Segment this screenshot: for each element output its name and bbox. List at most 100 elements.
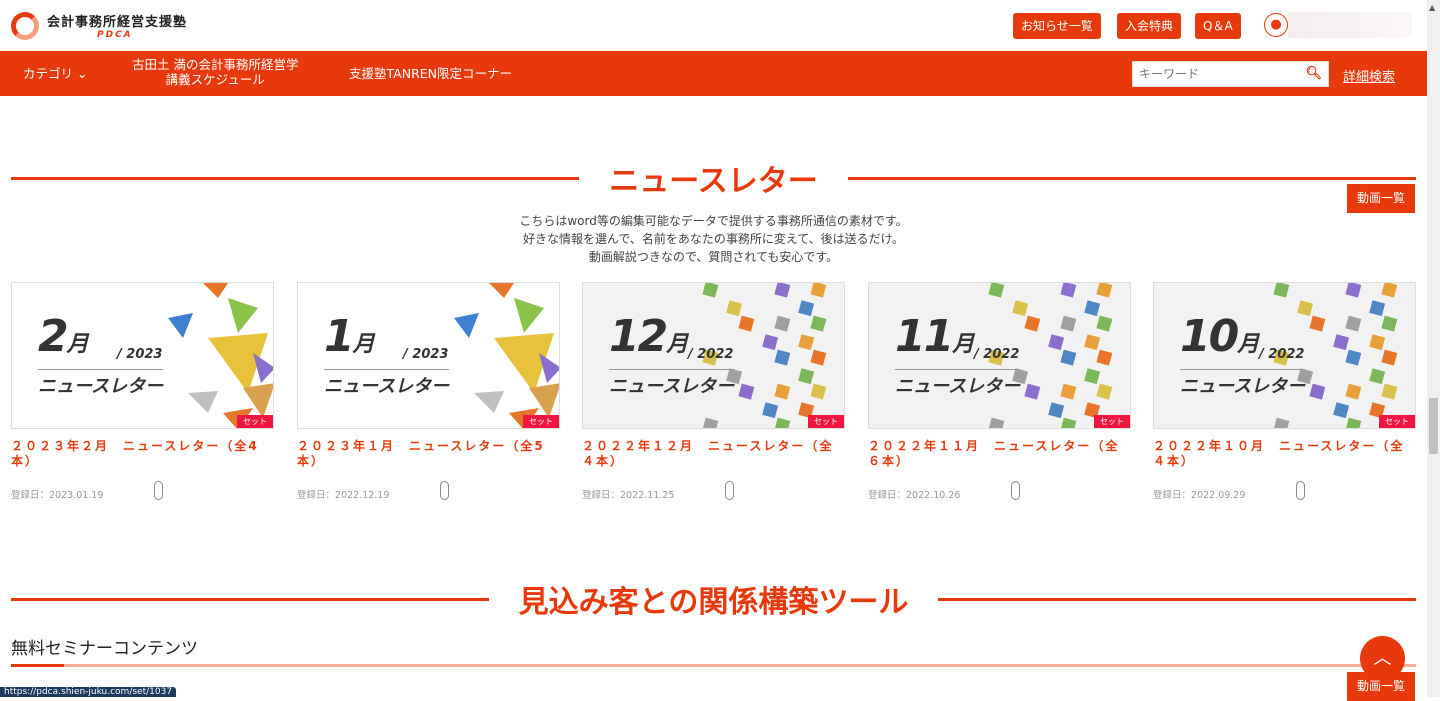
decor-shape	[726, 368, 743, 385]
card-title[interactable]: ２０２３年２月 ニュースレター（全4本）	[11, 439, 259, 468]
user-icon[interactable]: ●	[1264, 13, 1288, 37]
decor-shape	[774, 315, 791, 332]
search-icon[interactable]: 🔍︎	[1305, 66, 1322, 81]
newsletter-card[interactable]: 1月 / 2023 ニュースレター セット ２０２３年１月 ニュースレター（全5…	[297, 282, 560, 501]
thumb-month-number: 2	[38, 311, 69, 362]
nav-category[interactable]: カテゴリ ⌄	[23, 66, 87, 81]
decor-shape	[810, 349, 827, 366]
decor-shape	[1333, 334, 1350, 351]
decor-shape	[1309, 383, 1326, 400]
thumb-label: ニュースレター	[895, 369, 1021, 398]
thumb-year-value: 2023	[412, 347, 449, 362]
newsletter-description: こちらはword等の編集可能なデータで提供する事務所通信の素材です。 好きな情報…	[0, 212, 1427, 266]
thumb-month-number: 12	[609, 311, 668, 362]
decor-shape	[1345, 417, 1362, 428]
newsletter-card[interactable]: 11月 / 2022 ニュースレター セット ２０２２年１１月 ニュースレター（…	[868, 282, 1131, 501]
decor-shape	[1084, 334, 1101, 351]
card-title[interactable]: ２０２２年１１月 ニュースレター（全６本）	[868, 439, 1120, 468]
card-title[interactable]: ２０２３年１月 ニュースレター（全5本）	[297, 439, 545, 468]
decor-shape	[1024, 383, 1041, 400]
thumb-month: 10月	[1180, 311, 1259, 362]
paperclip-icon	[725, 481, 734, 500]
thumb-year: / 2022	[974, 347, 1020, 362]
thumb-month-suffix: 月	[952, 332, 974, 357]
decor-shape	[1048, 402, 1065, 419]
decor-shape	[1309, 315, 1326, 332]
scroll-up-icon[interactable]: ▲	[1429, 3, 1436, 12]
newsletter-video-list-button[interactable]: 動画一覧	[1347, 184, 1416, 213]
logo-title: 会計事務所経営支援塾	[47, 15, 188, 30]
nav-category-label: カテゴリ	[23, 66, 74, 81]
desc-line: 好きな情報を選んで、名前をあなたの事務所に変えて、後は送るだけ。	[522, 232, 905, 246]
scrollbar-thumb[interactable]	[1429, 398, 1438, 454]
newsletter-card[interactable]: 12月 / 2022 ニュースレター セット ２０２２年１２月 ニュースレター（…	[582, 282, 845, 501]
decor-shape	[1060, 417, 1077, 428]
paperclip-icon	[1011, 481, 1020, 500]
decor-shape	[702, 283, 719, 298]
decor-shape	[1369, 334, 1386, 351]
decor-shape	[1381, 315, 1398, 332]
main-nav: カテゴリ ⌄ 古田土 満の会計事務所経営学 講義スケジュール 支援塾TANREN限…	[0, 51, 1427, 96]
card-title[interactable]: ２０２２年１２月 ニュースレター（全４本）	[582, 439, 834, 468]
membership-benefits-button[interactable]: 入会特典	[1117, 13, 1182, 39]
newsletter-thumbnail[interactable]: 1月 / 2023 ニュースレター セット	[297, 282, 560, 429]
decor-shape	[702, 349, 719, 366]
thumbnail-art	[1273, 283, 1398, 428]
news-list-button[interactable]: お知らせ一覧	[1013, 13, 1101, 39]
decor-shape	[1084, 300, 1101, 317]
decor-shape	[1369, 402, 1386, 419]
newsletter-thumbnail[interactable]: 12月 / 2022 ニュースレター セット	[582, 282, 845, 429]
thumb-year-value: 2022	[1268, 347, 1305, 362]
set-badge: セット	[523, 415, 559, 428]
decor-shape	[1060, 315, 1077, 332]
thumb-month-suffix: 月	[1237, 332, 1259, 357]
tools-video-list-button[interactable]: 動画一覧	[1347, 672, 1416, 701]
tools-heading: 見込み客との関係構築ツール	[11, 577, 1417, 621]
decor-shape	[1381, 349, 1398, 366]
decor-shape	[798, 402, 815, 419]
search-input[interactable]	[1133, 62, 1303, 86]
newsletter-card[interactable]: 10月 / 2022 ニュースレター セット ２０２２年１０月 ニュースレター（…	[1153, 282, 1416, 501]
decor-shape	[1273, 349, 1290, 366]
card-date-text: 登録日：2022.12.19	[297, 490, 390, 501]
subheading-underline	[11, 664, 1416, 667]
nav-schedule[interactable]: 古田土 満の会計事務所経営学 講義スケジュール	[132, 57, 298, 87]
qa-button[interactable]: Q＆A	[1195, 13, 1241, 39]
newsletter-thumbnail[interactable]: 2月 / 2023 ニュースレター セット	[11, 282, 274, 429]
advanced-search-link[interactable]: 詳細検索	[1343, 70, 1396, 85]
decor-shape	[702, 417, 719, 428]
back-to-top-button[interactable]: ︿	[1360, 636, 1405, 681]
thumb-month-number: 10	[1180, 311, 1239, 362]
thumb-year-value: 2022	[983, 347, 1020, 362]
newsletter-thumbnail[interactable]: 10月 / 2022 ニュースレター セット	[1153, 282, 1416, 429]
decor-shape	[489, 283, 514, 298]
thumb-year: / 2022	[688, 347, 734, 362]
thumb-label: ニュースレター	[1180, 369, 1306, 398]
thumb-month: 2月	[38, 311, 89, 362]
site-header: 会計事務所経営支援塾 PDCA お知らせ一覧 入会特典 Q＆A ●	[0, 0, 1427, 51]
card-date: 登録日：2023.01.19	[11, 481, 274, 501]
site-logo[interactable]: 会計事務所経営支援塾 PDCA	[11, 11, 187, 40]
decor-shape	[529, 383, 559, 418]
decor-shape	[1273, 283, 1290, 298]
newsletter-card[interactable]: 2月 / 2023 ニュースレター セット ２０２３年２月 ニュースレター（全4…	[11, 282, 274, 501]
card-title[interactable]: ２０２２年１０月 ニュースレター（全４本）	[1153, 439, 1405, 468]
card-date-text: 登録日：2022.11.25	[582, 490, 675, 501]
scrollbar[interactable]: ▲	[1427, 0, 1440, 697]
decor-shape	[1012, 368, 1029, 385]
keyword-search: 🔍︎	[1132, 61, 1329, 87]
decor-shape	[243, 383, 273, 418]
decor-shape	[1273, 417, 1290, 428]
thumb-month: 12月	[609, 311, 688, 362]
decor-shape	[810, 283, 827, 298]
thumbnail-art	[702, 283, 827, 428]
decor-shape	[514, 298, 544, 333]
decor-shape	[494, 333, 554, 393]
nav-tanren[interactable]: 支援塾TANREN限定コーナー	[349, 66, 513, 81]
newsletter-thumbnail[interactable]: 11月 / 2022 ニュースレター セット	[868, 282, 1131, 429]
decor-shape	[738, 383, 755, 400]
thumb-month-suffix: 月	[66, 332, 89, 357]
decor-shape	[988, 349, 1005, 366]
decor-shape	[762, 334, 779, 351]
decor-shape	[1381, 283, 1398, 298]
